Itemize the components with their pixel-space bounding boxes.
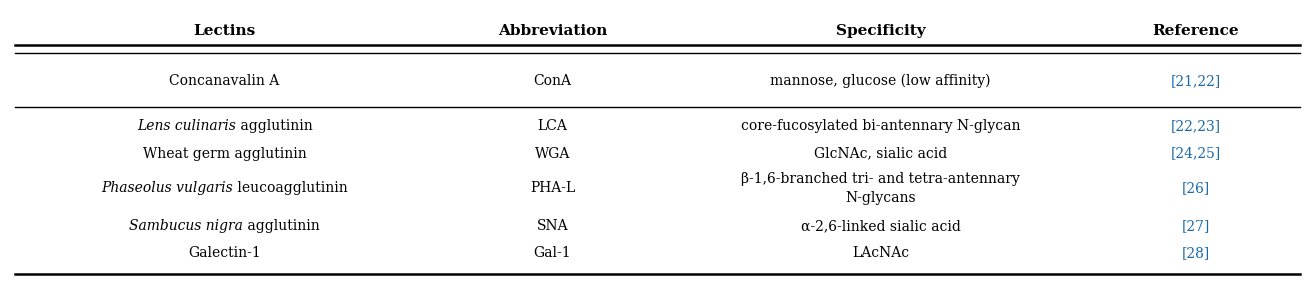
Text: Galectin-1: Galectin-1 xyxy=(188,246,260,260)
Text: LCA: LCA xyxy=(538,119,568,133)
Text: SNA: SNA xyxy=(537,219,568,233)
Text: Reference: Reference xyxy=(1152,24,1239,38)
Text: WGA: WGA xyxy=(535,147,571,160)
Text: Specificity: Specificity xyxy=(836,24,926,38)
Text: [27]: [27] xyxy=(1181,219,1210,233)
Text: α-2,6-linked sialic acid: α-2,6-linked sialic acid xyxy=(801,219,960,233)
Text: agglutinin: agglutinin xyxy=(235,119,312,133)
Text: leucoagglutinin: leucoagglutinin xyxy=(233,182,347,195)
Text: mannose, glucose (low affinity): mannose, glucose (low affinity) xyxy=(771,74,990,88)
Text: Abbreviation: Abbreviation xyxy=(498,24,608,38)
Text: [24,25]: [24,25] xyxy=(1170,147,1220,160)
Text: core-fucosylated bi-antennary N-glycan: core-fucosylated bi-antennary N-glycan xyxy=(740,119,1020,133)
Text: GlcNAc, sialic acid: GlcNAc, sialic acid xyxy=(814,147,947,160)
Text: LAcNAc: LAcNAc xyxy=(852,246,909,260)
Text: Concanavalin A: Concanavalin A xyxy=(170,74,280,88)
Text: Gal-1: Gal-1 xyxy=(534,246,571,260)
Text: [22,23]: [22,23] xyxy=(1170,119,1220,133)
Text: [26]: [26] xyxy=(1181,182,1210,195)
Text: Wheat germ agglutinin: Wheat germ agglutinin xyxy=(142,147,306,160)
Text: [21,22]: [21,22] xyxy=(1170,74,1220,88)
Text: Lens culinaris: Lens culinaris xyxy=(137,119,235,133)
Text: PHA-L: PHA-L xyxy=(530,182,575,195)
Text: ConA: ConA xyxy=(534,74,572,88)
Text: Lectins: Lectins xyxy=(193,24,255,38)
Text: β-1,6-branched tri- and tetra-antennary
N-glycans: β-1,6-branched tri- and tetra-antennary … xyxy=(742,172,1020,205)
Text: [28]: [28] xyxy=(1181,246,1210,260)
Text: Phaseolus vulgaris: Phaseolus vulgaris xyxy=(101,182,233,195)
Text: agglutinin: agglutinin xyxy=(243,219,320,233)
Text: Sambucus nigra: Sambucus nigra xyxy=(129,219,243,233)
